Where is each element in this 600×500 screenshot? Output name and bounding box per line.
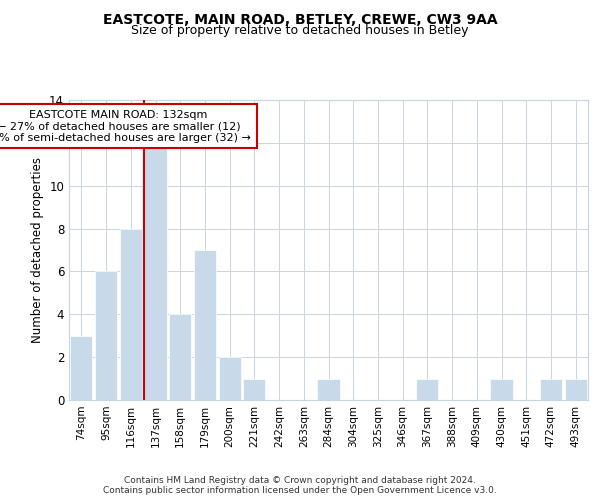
Bar — [243, 378, 265, 400]
Text: Contains HM Land Registry data © Crown copyright and database right 2024.: Contains HM Land Registry data © Crown c… — [124, 476, 476, 485]
Bar — [95, 272, 117, 400]
Bar — [169, 314, 191, 400]
Bar — [565, 378, 587, 400]
Bar — [194, 250, 216, 400]
Bar — [540, 378, 562, 400]
Text: Contains public sector information licensed under the Open Government Licence v3: Contains public sector information licen… — [103, 486, 497, 495]
Bar — [416, 378, 439, 400]
Bar — [218, 357, 241, 400]
Y-axis label: Number of detached properties: Number of detached properties — [31, 157, 44, 343]
Bar — [70, 336, 92, 400]
Bar — [490, 378, 512, 400]
Bar — [145, 143, 167, 400]
Text: EASTCOTE MAIN ROAD: 132sqm
← 27% of detached houses are smaller (12)
71% of semi: EASTCOTE MAIN ROAD: 132sqm ← 27% of deta… — [0, 110, 251, 143]
Bar — [317, 378, 340, 400]
Text: EASTCOTE, MAIN ROAD, BETLEY, CREWE, CW3 9AA: EASTCOTE, MAIN ROAD, BETLEY, CREWE, CW3 … — [103, 12, 497, 26]
Text: Size of property relative to detached houses in Betley: Size of property relative to detached ho… — [131, 24, 469, 37]
Bar — [119, 228, 142, 400]
